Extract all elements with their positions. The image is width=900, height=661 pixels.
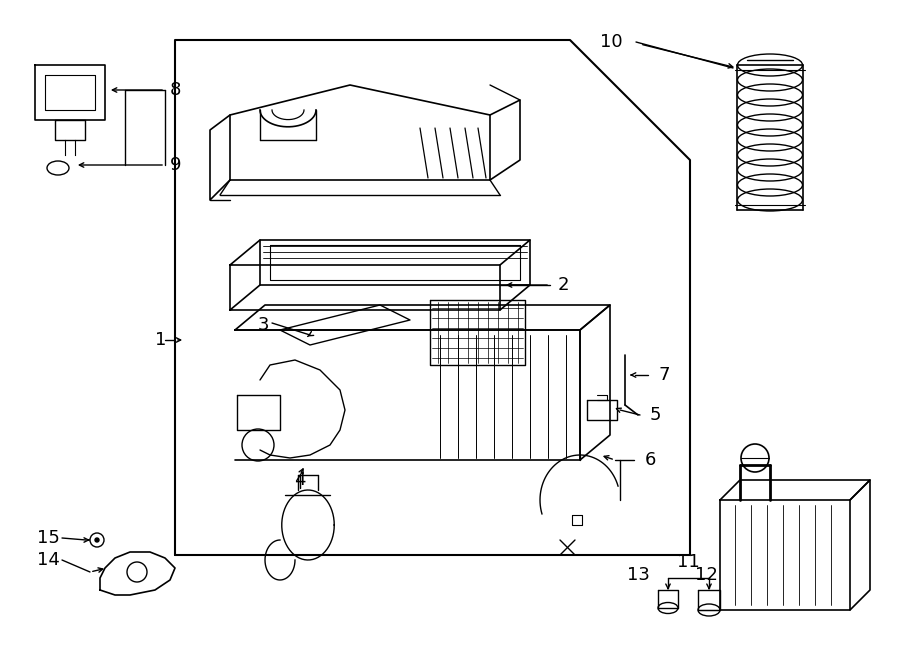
Text: 9: 9 bbox=[170, 156, 182, 174]
Text: 15: 15 bbox=[37, 529, 60, 547]
Text: 12: 12 bbox=[695, 566, 718, 584]
Text: 3: 3 bbox=[258, 316, 269, 334]
Text: 13: 13 bbox=[627, 566, 650, 584]
Circle shape bbox=[95, 538, 99, 542]
Text: 4: 4 bbox=[294, 471, 306, 489]
Text: 6: 6 bbox=[645, 451, 656, 469]
Text: 14: 14 bbox=[37, 551, 60, 569]
Text: 8: 8 bbox=[170, 81, 182, 99]
Text: 7: 7 bbox=[658, 366, 670, 384]
Text: 1: 1 bbox=[155, 331, 166, 349]
Text: 5: 5 bbox=[650, 406, 662, 424]
Text: 11: 11 bbox=[677, 553, 699, 571]
Text: 2: 2 bbox=[558, 276, 570, 294]
Text: 10: 10 bbox=[600, 33, 623, 51]
